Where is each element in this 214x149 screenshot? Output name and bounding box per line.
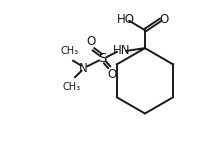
Text: CH₃: CH₃ <box>61 46 79 56</box>
Text: O: O <box>160 13 169 26</box>
Text: N: N <box>79 62 88 75</box>
Text: O: O <box>86 35 96 48</box>
Text: HN: HN <box>113 44 131 57</box>
Text: CH₃: CH₃ <box>63 82 81 92</box>
Text: HO: HO <box>117 13 135 26</box>
Text: S: S <box>99 52 107 65</box>
Text: O: O <box>108 68 117 81</box>
